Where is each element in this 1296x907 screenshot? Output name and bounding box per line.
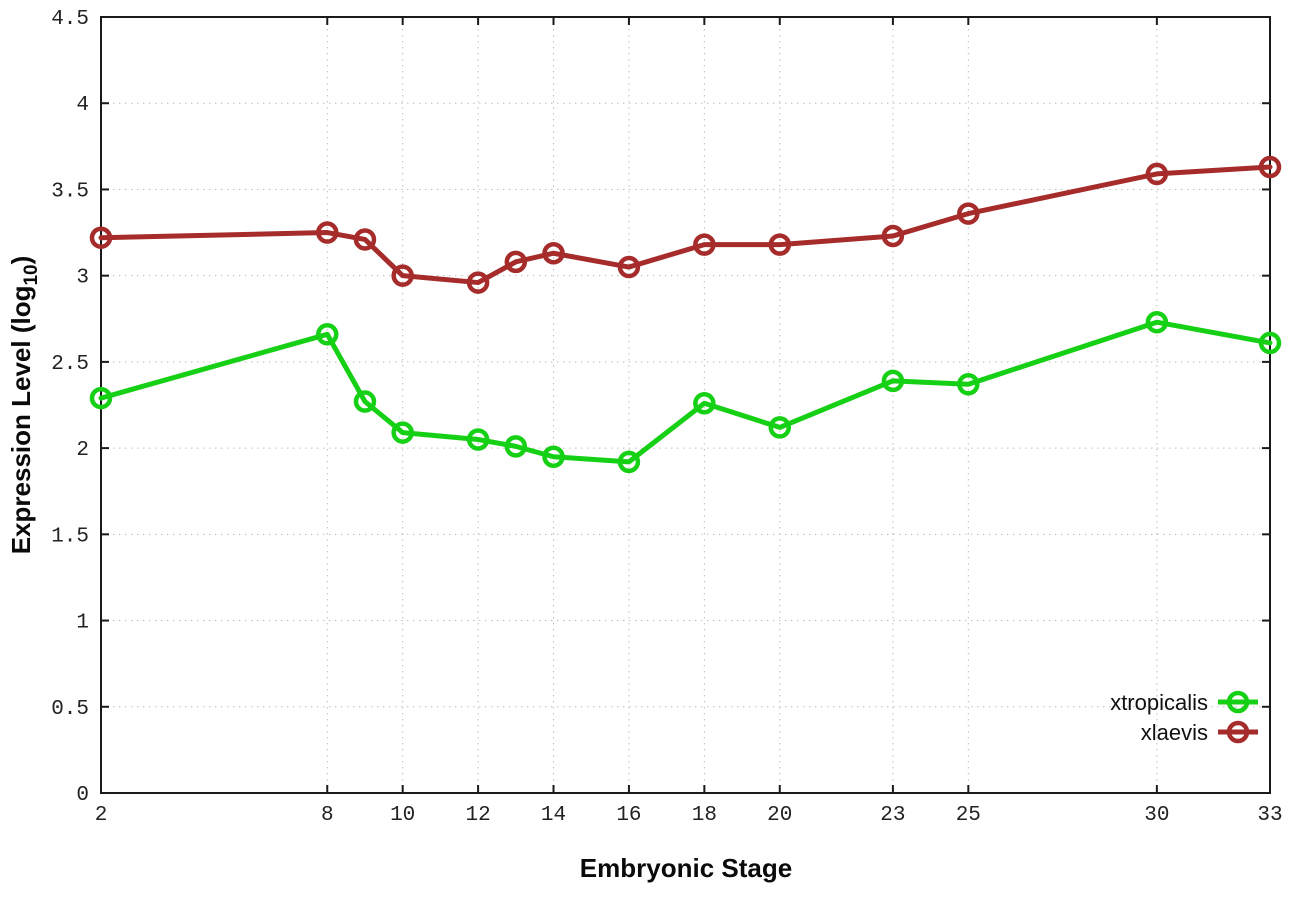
x-tick-label: 10 bbox=[390, 804, 415, 827]
data-point-xlaevis bbox=[693, 233, 716, 256]
data-point-xtropicalis bbox=[617, 450, 641, 474]
legend-label-xtropicalis: xtropicalis bbox=[1110, 690, 1208, 715]
data-point-xlaevis bbox=[466, 271, 490, 294]
series-line-xlaevis bbox=[98, 164, 1273, 286]
legend: xtropicalis xlaevis bbox=[1110, 690, 1258, 745]
legend-sample-marker-xtropicalis bbox=[1226, 690, 1250, 714]
y-tick-label: 1 bbox=[76, 612, 89, 635]
data-point-xlaevis bbox=[957, 202, 980, 225]
y-tick-label: 3 bbox=[76, 267, 89, 290]
data-point-xtropicalis bbox=[1258, 331, 1282, 355]
y-tick-label: 1.5 bbox=[51, 525, 89, 548]
series-line-xtropicalis bbox=[98, 319, 1273, 465]
plot-border bbox=[100, 16, 1271, 794]
axis-layer bbox=[100, 16, 1271, 794]
data-point-xtropicalis bbox=[89, 386, 113, 410]
x-tick-label: 2 bbox=[95, 804, 108, 827]
x-tick-label: 20 bbox=[767, 804, 792, 827]
data-point-xtropicalis bbox=[391, 421, 414, 444]
x-tick-label: 23 bbox=[880, 804, 905, 827]
data-point-xtropicalis bbox=[504, 435, 528, 458]
legend-sample-marker-xlaevis bbox=[1226, 720, 1250, 744]
grid-layer bbox=[101, 17, 1270, 793]
data-point-xlaevis bbox=[768, 233, 792, 256]
data-point-xlaevis bbox=[881, 224, 905, 248]
x-tick-label: 33 bbox=[1257, 804, 1282, 827]
data-point-xlaevis bbox=[1258, 155, 1282, 179]
data-point-xtropicalis bbox=[957, 373, 980, 396]
data-point-xlaevis bbox=[316, 221, 339, 244]
y-axis-label-end: ) bbox=[6, 256, 36, 265]
y-tick-label: 3.5 bbox=[51, 180, 89, 203]
data-point-xlaevis bbox=[617, 255, 641, 279]
data-point-xtropicalis bbox=[693, 392, 716, 415]
data-point-xlaevis bbox=[353, 228, 377, 251]
x-tick-label: 18 bbox=[692, 804, 717, 827]
y-axis-label-subscript: 10 bbox=[21, 264, 42, 285]
x-tick-label: 30 bbox=[1144, 804, 1169, 827]
y-tick-label: 2 bbox=[76, 439, 89, 462]
data-point-xtropicalis bbox=[466, 428, 490, 451]
y-tick-label: 2.5 bbox=[51, 353, 89, 376]
tick-label-layer: 2 8 10 12 14 16 18 20 23 25 30 33 0 0.5 1 1.5 2 2.5 3 3.5 4 4… bbox=[51, 8, 1282, 827]
data-point-xlaevis bbox=[1145, 162, 1169, 186]
data-point-xtropicalis bbox=[542, 445, 565, 468]
x-tick-label: 14 bbox=[541, 804, 566, 827]
y-axis-label-main: Expression Level (log bbox=[6, 286, 36, 555]
legend-label-xlaevis: xlaevis bbox=[1141, 720, 1208, 745]
x-axis-label: Embryonic Stage bbox=[580, 853, 792, 883]
data-point-xtropicalis bbox=[1145, 310, 1169, 334]
data-point-xtropicalis bbox=[353, 390, 377, 413]
y-axis-label: Expression Level (log10) bbox=[6, 256, 42, 555]
x-tick-label: 12 bbox=[465, 804, 490, 827]
y-tick-label: 4 bbox=[76, 94, 89, 117]
data-point-xlaevis bbox=[504, 250, 528, 274]
data-point-xlaevis bbox=[89, 226, 113, 249]
data-point-xlaevis bbox=[391, 264, 414, 287]
series-layer bbox=[89, 155, 1282, 474]
y-tick-label: 0.5 bbox=[51, 698, 89, 721]
data-point-xtropicalis bbox=[316, 323, 339, 346]
legend-samples bbox=[1218, 690, 1258, 744]
x-tick-label: 16 bbox=[616, 804, 641, 827]
x-tick-label: 8 bbox=[321, 804, 334, 827]
data-point-xtropicalis bbox=[881, 369, 905, 393]
y-tick-label: 0 bbox=[76, 784, 89, 807]
y-tick-label: 4.5 bbox=[51, 8, 89, 31]
x-tick-label: 25 bbox=[956, 804, 981, 827]
data-point-xlaevis bbox=[542, 241, 565, 265]
data-point-xtropicalis bbox=[768, 416, 792, 439]
